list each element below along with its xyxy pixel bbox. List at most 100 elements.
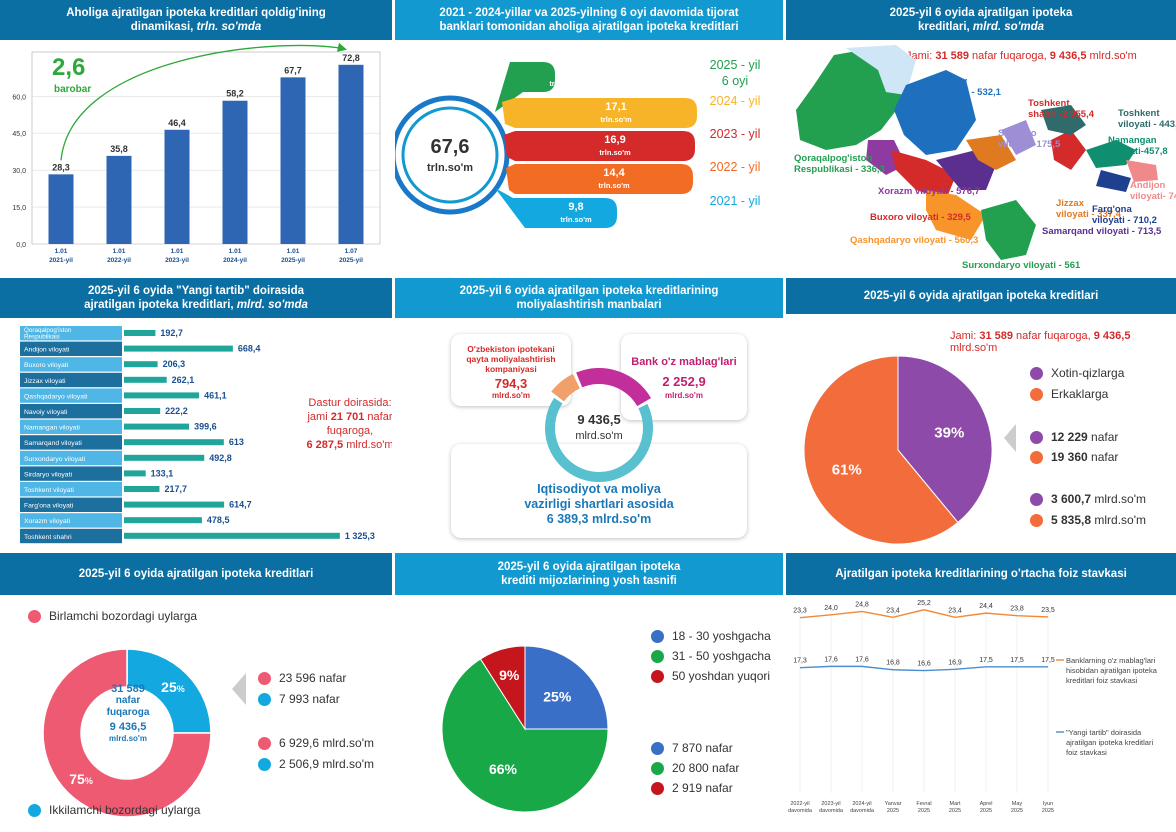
data-label: 24,8 bbox=[855, 601, 869, 608]
chevron-left-icon bbox=[232, 673, 246, 705]
region-label: Navoiy bbox=[936, 76, 968, 87]
data-label: 399,6 bbox=[194, 422, 217, 432]
data-label: 23,5 bbox=[1041, 607, 1055, 614]
panel-interest-rates: Ajratilgan ipoteka kreditlarining o'rtac… bbox=[786, 553, 1176, 832]
x-tick-label: davomida bbox=[819, 808, 844, 814]
center-value: 67,6 bbox=[430, 136, 470, 158]
panel-header: 2025-yil 6 oyida ajratilgan ipoteka kred… bbox=[395, 278, 783, 318]
region-label: Qashqadaryo viloyati - 560,3 bbox=[850, 235, 979, 246]
ribbon-bar bbox=[502, 98, 697, 128]
data-label: 25,2 bbox=[917, 600, 931, 607]
x-tick-label: Iyun bbox=[1043, 801, 1053, 807]
bar bbox=[222, 100, 248, 244]
region-value: Respublikasi - 336,3 bbox=[794, 164, 885, 175]
program-note: Dastur doirasida: jami 21 701 nafar fuqa… bbox=[306, 397, 392, 451]
pie-slice bbox=[897, 355, 993, 524]
region-label: Xorazm viloyati - 576,7 bbox=[878, 186, 980, 197]
ribbon-unit: trln.so'm bbox=[599, 148, 631, 157]
data-label: 17,5 bbox=[1041, 657, 1055, 664]
x-tick-label: 1.01 bbox=[113, 248, 126, 255]
line-chart-rates: 23,3 24,0 24,8 23,4 25,2 23,4 24,4 23,8 23,5 Bank… bbox=[788, 600, 1158, 814]
total-line: Jami: 31 589 nafar fuqaroga, 9 436,5 mlr… bbox=[950, 330, 1131, 354]
bar bbox=[124, 439, 224, 446]
category-label-box bbox=[20, 497, 122, 512]
data-label: 192,7 bbox=[160, 328, 183, 338]
chevron-left-icon bbox=[1004, 424, 1016, 452]
x-tick-label: 1.01 bbox=[55, 248, 68, 255]
y-tick-label: 60,0 bbox=[12, 94, 26, 101]
category-label-box bbox=[20, 341, 122, 356]
region-label: Surxondaryo viloyati - 561 bbox=[962, 260, 1081, 271]
donut-slice bbox=[545, 397, 653, 482]
data-label: 461,1 bbox=[204, 390, 227, 400]
x-tick-label: davomida bbox=[850, 808, 875, 814]
data-label: 16,9 bbox=[948, 659, 962, 666]
region-label: Farg'ona bbox=[1092, 204, 1132, 215]
bank-mortgage-graphic bbox=[395, 62, 697, 228]
region-value: viloyati- 747,2 bbox=[1130, 191, 1176, 202]
data-label: 61% bbox=[832, 461, 862, 478]
data-label: 206,3 bbox=[163, 359, 186, 369]
data-label: 39% bbox=[934, 425, 964, 442]
panel-title: 2021 - 2024-yillar va 2025-yilning 6 oyi… bbox=[439, 7, 739, 19]
data-label: 492,8 bbox=[209, 453, 232, 463]
panel-title-2: krediti mijozlarining yosh tasnifi bbox=[501, 575, 677, 587]
uzbekistan-map bbox=[796, 45, 1158, 260]
category-label-box bbox=[20, 513, 122, 528]
age-legend-item: 31 - 50 yoshgacha bbox=[651, 649, 771, 664]
data-label: 613 bbox=[229, 437, 244, 447]
bar bbox=[124, 486, 160, 492]
ribbon-value: 14,4 bbox=[603, 167, 625, 179]
panel-header: 2025-yil 6 oyida ajratilgan ipoteka kred… bbox=[786, 278, 1176, 314]
center-value: 9 436,5 bbox=[577, 412, 621, 427]
panel-title-2: ajratilgan ipoteka kreditlari, bbox=[84, 299, 237, 311]
legend-label: "Yangi tartib" doirasida bbox=[1066, 728, 1142, 737]
bar-chart-balance: 0,0 15,0 30,0 45,0 60,0 28,3 1.01 2021-yil 35,8 1… bbox=[12, 42, 381, 264]
bar bbox=[124, 470, 146, 477]
ribbon-unit: trln.so'm bbox=[560, 215, 592, 224]
panel-bank-mortgages: 2021 - 2024-yillar va 2025-yilning 6 oyi… bbox=[395, 0, 783, 275]
category-label-box bbox=[20, 466, 122, 481]
data-label: 9% bbox=[499, 667, 520, 683]
panel-housing-market: 2025-yil 6 oyida ajratilgan ipoteka kred… bbox=[0, 553, 392, 832]
bar bbox=[48, 174, 74, 244]
x-tick-label: 1.01 bbox=[171, 248, 184, 255]
category-label: Jizzax viloyati bbox=[24, 378, 66, 385]
data-label: 614,7 bbox=[229, 500, 252, 510]
data-label: 17,5 bbox=[979, 657, 993, 664]
region-label: Sirdaryo bbox=[998, 128, 1037, 139]
data-label: 16,8 bbox=[886, 660, 900, 667]
year-label: 2022 - yil bbox=[709, 160, 761, 174]
category-label: Xorazm viloyati bbox=[24, 518, 71, 525]
count-primary: 23 596 nafar bbox=[258, 671, 346, 686]
y-tick-label: 15,0 bbox=[12, 205, 26, 212]
category-label-box bbox=[20, 450, 122, 466]
region-label: Toshkent bbox=[1028, 98, 1070, 109]
panel-regional-map: 2025-yil 6 oyida ajratilgan ipoteka kred… bbox=[786, 0, 1176, 275]
data-label: 217,7 bbox=[164, 484, 187, 494]
data-label: 17,6 bbox=[824, 656, 838, 663]
year-label: 2025 - yil bbox=[709, 58, 761, 72]
data-label: 1 325,3 bbox=[345, 531, 375, 541]
panel-header: Aholiga ajratilgan ipoteka kreditlari qo… bbox=[0, 0, 392, 40]
panel-mortgage-balance: Aholiga ajratilgan ipoteka kreditlari qo… bbox=[0, 0, 392, 275]
category-label-box bbox=[20, 528, 122, 544]
legend-male: Erkaklarga bbox=[1030, 387, 1108, 402]
year-label: 2023 - yil bbox=[709, 127, 761, 141]
data-label: 28,3 bbox=[52, 162, 70, 172]
data-label: 67,7 bbox=[284, 65, 302, 75]
year-label: 2021 - yil bbox=[709, 194, 761, 208]
donut-slice bbox=[551, 374, 580, 402]
gender-pie: 39% 61% bbox=[803, 355, 993, 545]
data-label: 262,1 bbox=[172, 375, 195, 385]
panel-header: 2025-yil 6 oyida ajratilgan ipoteka kred… bbox=[786, 0, 1176, 40]
data-label: 23,4 bbox=[948, 607, 962, 614]
panel-funding-sources: 2025-yil 6 oyida ajratilgan ipoteka kred… bbox=[395, 278, 783, 550]
donut-slice bbox=[576, 368, 652, 407]
panel-header: Ajratilgan ipoteka kreditlarining o'rtac… bbox=[786, 553, 1176, 595]
category-label-box bbox=[20, 419, 122, 434]
category-label-box bbox=[20, 404, 122, 419]
panel-title-2: moliyalashtirish manbalari bbox=[516, 299, 662, 311]
data-label: 25% bbox=[543, 689, 572, 705]
ribbon-value: 16,9 bbox=[604, 134, 626, 146]
